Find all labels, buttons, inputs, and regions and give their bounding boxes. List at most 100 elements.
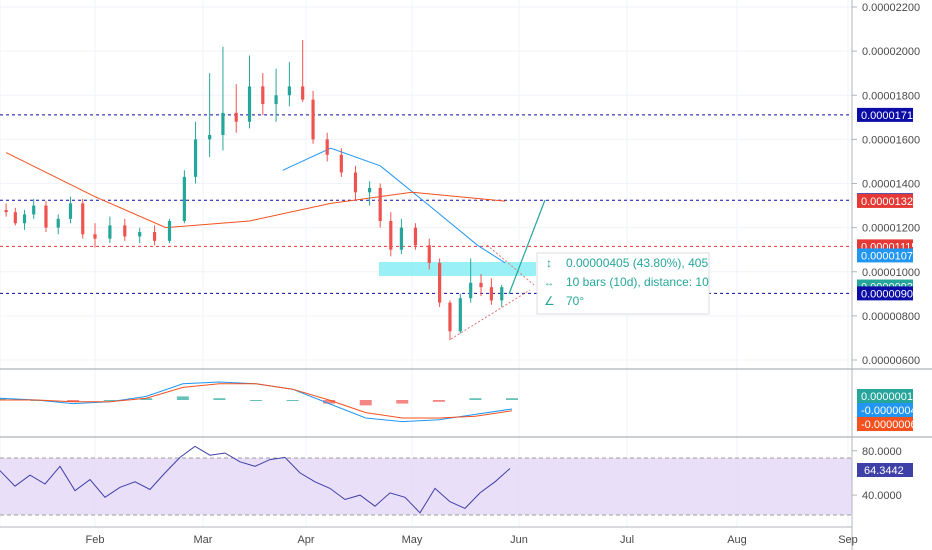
candle-body: [234, 112, 238, 122]
price-tags: 0.000017110.000013240.000013210.00001115…: [857, 107, 919, 301]
candle-body: [274, 95, 278, 105]
candle-body: [287, 86, 291, 96]
time-tick-label: Apr: [297, 534, 314, 546]
candle-body: [448, 302, 452, 332]
price-tag-label: 0.00001321: [861, 196, 919, 208]
macd-tag: [857, 417, 913, 431]
candle-body: [500, 287, 504, 301]
histogram-bar: [67, 400, 80, 402]
histogram-bar: [250, 400, 262, 401]
price-tag: [857, 107, 913, 122]
support-zone: [379, 262, 536, 276]
signal-line: [0, 383, 513, 419]
macd-pane[interactable]: 0.00000018 -0.00000047 -0.00000065: [0, 381, 923, 431]
trend-line: [508, 199, 546, 295]
macd-value-tags: 0.00000018 -0.00000047 -0.00000065: [857, 389, 923, 431]
candle-body: [193, 139, 198, 177]
macd-tag-label: -0.00000047: [861, 405, 923, 417]
candle-body: [339, 154, 343, 173]
time-tick-label: Aug: [727, 534, 747, 546]
time-tick-label: Jun: [510, 534, 528, 546]
histogram-bar: [286, 400, 299, 401]
triangle-pattern: [450, 199, 546, 340]
candle-body: [378, 187, 382, 222]
rsi-pane[interactable]: 80.0000 40.0000 64.3442: [0, 445, 913, 516]
candle-body: [458, 298, 462, 332]
time-axis[interactable]: Feb Mar Apr May Jun Jul Aug Sep: [86, 534, 858, 546]
macd-tag: [857, 389, 913, 403]
price-pane[interactable]: ↕ 0.00000405 (43.80%), 405 ↔ 10 bars (10…: [0, 0, 920, 527]
time-tick-label: Mar: [194, 534, 213, 546]
price-axis[interactable]: 0.00002200 0.00002000 0.00001800 0.00001600…: [852, 2, 920, 367]
histogram-bar: [176, 396, 189, 400]
histogram-bar: [469, 398, 482, 400]
candle-body: [469, 282, 473, 299]
histogram-bar: [432, 400, 445, 402]
macd-tag: [857, 403, 913, 417]
rsi-line: [0, 445, 511, 514]
candle-body: [81, 203, 85, 235]
candle-body: [221, 112, 225, 135]
price-tick-label: 0.00000600: [862, 355, 920, 367]
moving-average-line: [282, 147, 506, 264]
candles: [4, 40, 504, 341]
candle-body: [208, 134, 212, 140]
horizontal-levels: [0, 114, 852, 294]
time-tick-label: Sep: [838, 534, 858, 546]
price-tag: [857, 193, 913, 208]
histogram-bar: [0, 398, 6, 400]
candle-body: [56, 218, 60, 228]
measure-bars: 10 bars (10d), distance: 10: [566, 275, 709, 289]
histogram-bar: [323, 400, 336, 404]
rsi-band: [0, 458, 852, 515]
price-tick-label: 0.00002000: [862, 46, 920, 58]
rsi-tick-label: 40.0000: [862, 490, 902, 502]
time-tick-label: Jul: [620, 534, 634, 546]
rsi-current-tag: 64.3442: [857, 463, 913, 477]
price-tag-label: 0.00001711: [861, 110, 918, 122]
candle-body: [399, 227, 403, 250]
candle-body: [152, 232, 157, 241]
candle-body: [389, 221, 393, 250]
candle-body: [353, 172, 358, 193]
rsi-tick-label: 80.0000: [862, 446, 902, 458]
moving-average-line: [5, 152, 506, 229]
svg-text:↕: ↕: [546, 256, 552, 270]
price-tag-label: 0.00000902: [861, 288, 919, 300]
candle-body: [413, 227, 418, 246]
macd-tag-label: 0.00000018: [861, 391, 919, 403]
histogram-bar: [213, 398, 226, 400]
time-tick-label: May: [402, 534, 423, 546]
candle-body: [68, 203, 73, 219]
candle-body: [261, 86, 265, 105]
price-tick-label: 0.00001200: [862, 223, 920, 235]
candle-body: [167, 221, 172, 241]
histogram-bar: [359, 400, 372, 406]
moving-averages: [5, 147, 506, 264]
macd-tag-label: -0.00000065: [861, 419, 923, 431]
measure-angle: 70°: [566, 294, 584, 308]
candle-body: [44, 205, 48, 228]
candle-body: [368, 187, 372, 193]
price-tag-label: 0.00001074: [861, 250, 919, 262]
measure-price-change: 0.00000405 (43.80%), 405: [566, 256, 708, 270]
candle-body: [138, 232, 142, 237]
histogram-bar: [396, 400, 409, 404]
svg-text:↔: ↔: [544, 278, 554, 289]
candle-body: [479, 282, 483, 288]
rsi-current-value: 64.3442: [864, 465, 904, 477]
rsi-axis[interactable]: 80.0000 40.0000: [852, 446, 902, 502]
histogram-bar: [103, 400, 116, 401]
price-tick-label: 0.00001000: [862, 267, 920, 279]
histogram-bar: [506, 398, 518, 400]
time-tick-label: Feb: [86, 534, 105, 546]
candle-body: [123, 225, 127, 237]
candle-body: [438, 262, 442, 303]
candle-body: [32, 205, 36, 215]
candle-body: [108, 225, 112, 239]
macd-histogram: [0, 396, 518, 406]
svg-text:∠: ∠: [544, 294, 555, 308]
candle-body: [22, 214, 27, 224]
candle-body: [247, 86, 252, 122]
